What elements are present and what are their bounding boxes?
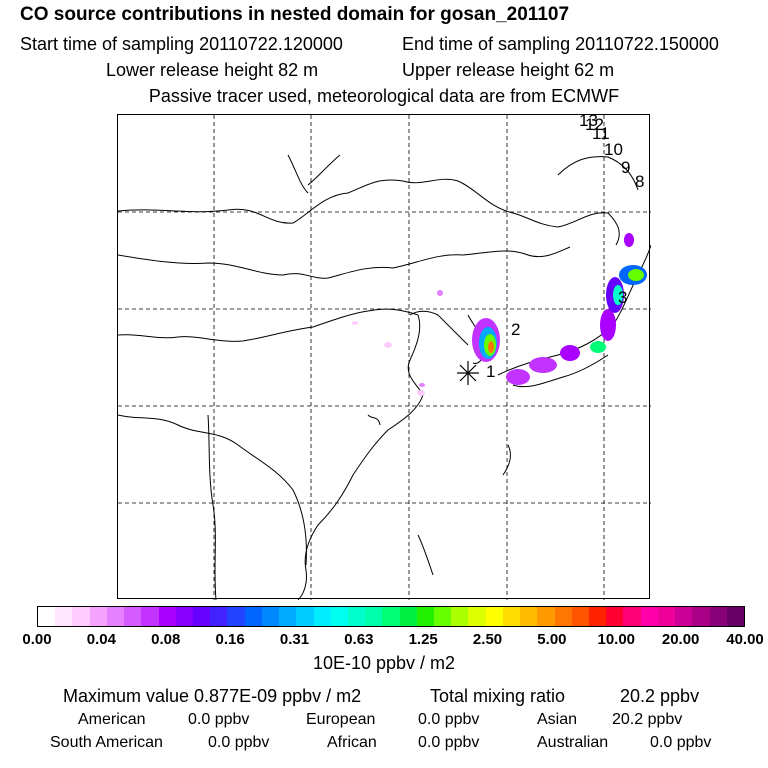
total-mixing-value: 20.2 ppbv bbox=[620, 686, 700, 706]
colorbar-swatch bbox=[279, 607, 297, 626]
colorbar-swatch bbox=[347, 607, 366, 626]
colorbar-swatch bbox=[399, 607, 417, 626]
colorbar-swatch bbox=[227, 607, 245, 626]
lower-height-label: Lower release height 82 m bbox=[106, 60, 319, 80]
colorbar-tick-label: 0.04 bbox=[86, 631, 116, 648]
colorbar-swatch bbox=[38, 607, 56, 626]
colorbar-tick-label: 0.00 bbox=[22, 631, 52, 648]
colorbar-swatch bbox=[175, 607, 193, 626]
coastlines bbox=[118, 154, 651, 600]
region-american-label: American bbox=[78, 711, 146, 728]
colorbar-swatch bbox=[589, 607, 607, 626]
max-value: Maximum value 0.877E-09 ppbv / m2 bbox=[63, 686, 362, 706]
start-time-label: Start time of sampling 20110722.120000 bbox=[20, 34, 343, 54]
colorbar-swatch bbox=[330, 607, 348, 626]
colorbar-tick-label: 0.63 bbox=[344, 631, 374, 648]
colorbar bbox=[37, 606, 745, 627]
plume bbox=[352, 233, 647, 396]
colorbar-swatch bbox=[141, 607, 159, 626]
colorbar-tick-label: 10.00 bbox=[597, 631, 636, 648]
map-canvas: 1 2 3 8 9 10 11 12 13 bbox=[118, 115, 651, 600]
colorbar-swatch bbox=[210, 607, 228, 626]
total-mixing-label: Total mixing ratio bbox=[430, 686, 566, 706]
region-south-american-value: 0.0 ppbv bbox=[208, 734, 270, 751]
colorbar-swatch bbox=[520, 607, 538, 626]
colorbar-swatch bbox=[502, 607, 521, 626]
colorbar-swatch bbox=[382, 607, 400, 626]
marker-13: 13 bbox=[579, 115, 598, 130]
colorbar-swatch bbox=[640, 607, 658, 626]
colorbar-swatch bbox=[657, 607, 676, 626]
colorbar-swatch bbox=[709, 607, 727, 626]
region-asian-label: Asian bbox=[537, 711, 578, 728]
colorbar-tick-label: 20.00 bbox=[661, 631, 700, 648]
marker-1: 1 bbox=[486, 362, 495, 381]
colorbar-tick-label: 2.50 bbox=[472, 631, 503, 648]
region-african-value: 0.0 ppbv bbox=[418, 734, 480, 751]
colorbar-swatch bbox=[537, 607, 555, 626]
colorbar-tick-label: 40.00 bbox=[726, 631, 764, 648]
colorbar-swatch bbox=[72, 607, 90, 626]
colorbar-swatch bbox=[451, 607, 469, 626]
colorbar-swatch bbox=[158, 607, 176, 626]
colorbar-swatch bbox=[468, 607, 486, 626]
colorbar-swatch bbox=[365, 607, 383, 626]
colorbar-tick-label: 1.25 bbox=[408, 631, 438, 648]
region-european-value: 0.0 ppbv bbox=[418, 711, 480, 728]
colorbar-swatch bbox=[106, 607, 125, 626]
map-title: CO source contributions in nested domain… bbox=[20, 4, 570, 25]
colorbar-unit: 10E-10 ppbv / m2 bbox=[312, 653, 456, 673]
region-australian-label: Australian bbox=[537, 734, 609, 751]
colorbar-swatch bbox=[89, 607, 107, 626]
colorbar-swatch bbox=[313, 607, 331, 626]
colorbar-swatch bbox=[192, 607, 211, 626]
colorbar-swatch bbox=[296, 607, 314, 626]
colorbar-swatch bbox=[623, 607, 641, 626]
region-european-label: European bbox=[306, 711, 376, 728]
region-american-value: 0.0 ppbv bbox=[188, 711, 250, 728]
end-time-label: End time of sampling 20110722.150000 bbox=[402, 34, 719, 54]
region-asian-value: 20.2 ppbv bbox=[612, 711, 683, 728]
region-african-label: African bbox=[327, 734, 377, 751]
colorbar-swatch bbox=[244, 607, 262, 626]
colorbar-swatch bbox=[124, 607, 142, 626]
receptor-star bbox=[457, 361, 479, 385]
colorbar-tick-label: 0.16 bbox=[215, 631, 245, 648]
region-south-american-label: South American bbox=[50, 734, 163, 751]
colorbar-swatch bbox=[55, 607, 73, 626]
colorbar-swatch bbox=[675, 607, 693, 626]
colorbar-swatch bbox=[416, 607, 435, 626]
marker-8: 8 bbox=[635, 172, 644, 191]
region-australian-value: 0.0 ppbv bbox=[650, 734, 712, 751]
colorbar-swatch bbox=[261, 607, 280, 626]
colorbar-swatch bbox=[571, 607, 589, 626]
map-panel: 1 2 3 8 9 10 11 12 13 bbox=[117, 114, 651, 600]
colorbar-tick-label: 0.08 bbox=[151, 631, 181, 648]
marker-10: 10 bbox=[604, 140, 623, 159]
colorbar-swatch bbox=[485, 607, 503, 626]
marker-3: 3 bbox=[618, 288, 627, 307]
colorbar-tick-label: 5.00 bbox=[537, 631, 567, 648]
colorbar-swatch bbox=[434, 607, 452, 626]
colorbar-swatch bbox=[726, 607, 744, 626]
marker-11: 11 bbox=[592, 124, 610, 143]
tracer-note: Passive tracer used, meteorological data… bbox=[148, 86, 620, 106]
upper-height-label: Upper release height 62 m bbox=[402, 60, 615, 80]
marker-12: 12 bbox=[585, 115, 604, 134]
colorbar-swatch bbox=[692, 607, 710, 626]
colorbar-tick-label: 0.31 bbox=[279, 631, 310, 648]
marker-9: 9 bbox=[621, 158, 630, 177]
marker-2: 2 bbox=[511, 320, 520, 339]
colorbar-swatch bbox=[554, 607, 572, 626]
colorbar-swatch bbox=[606, 607, 624, 626]
